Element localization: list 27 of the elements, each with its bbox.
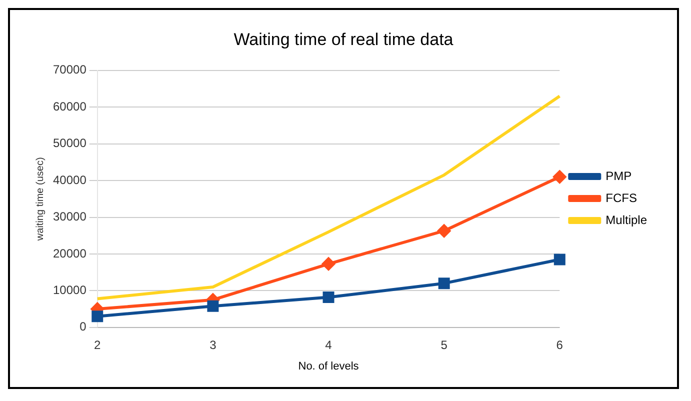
point xyxy=(438,278,450,290)
point xyxy=(438,224,451,238)
legend-label: Multiple xyxy=(606,212,648,227)
y-tick-label: 60000 xyxy=(52,99,87,114)
point xyxy=(554,254,566,266)
point xyxy=(322,292,334,304)
chart-title: Waiting time of real time data xyxy=(234,30,454,49)
point xyxy=(92,310,104,322)
y-tick-label: 50000 xyxy=(52,136,87,150)
x-tick-label: 4 xyxy=(325,338,332,352)
x-tick-label: 2 xyxy=(94,338,102,352)
y-tick-label: 70000 xyxy=(52,62,87,77)
y-axis-title: waiting time (usec) xyxy=(34,157,46,242)
y-tick-label: 30000 xyxy=(52,210,87,224)
point xyxy=(322,257,336,270)
y-tick-label: 20000 xyxy=(52,246,87,260)
x-tick-label: 5 xyxy=(440,338,448,352)
x-axis-title: No. of levels xyxy=(298,360,360,372)
legend-label: FCFS xyxy=(606,190,637,205)
x-tick-label: 3 xyxy=(210,338,217,352)
point xyxy=(553,170,566,184)
x-tick-label: 6 xyxy=(556,338,564,352)
y-tick-label: 0 xyxy=(80,320,87,334)
y-tick-label: 40000 xyxy=(52,172,87,187)
y-tick-label: 10000 xyxy=(52,283,87,297)
point xyxy=(207,300,219,312)
legend-label: PMP xyxy=(606,168,632,183)
